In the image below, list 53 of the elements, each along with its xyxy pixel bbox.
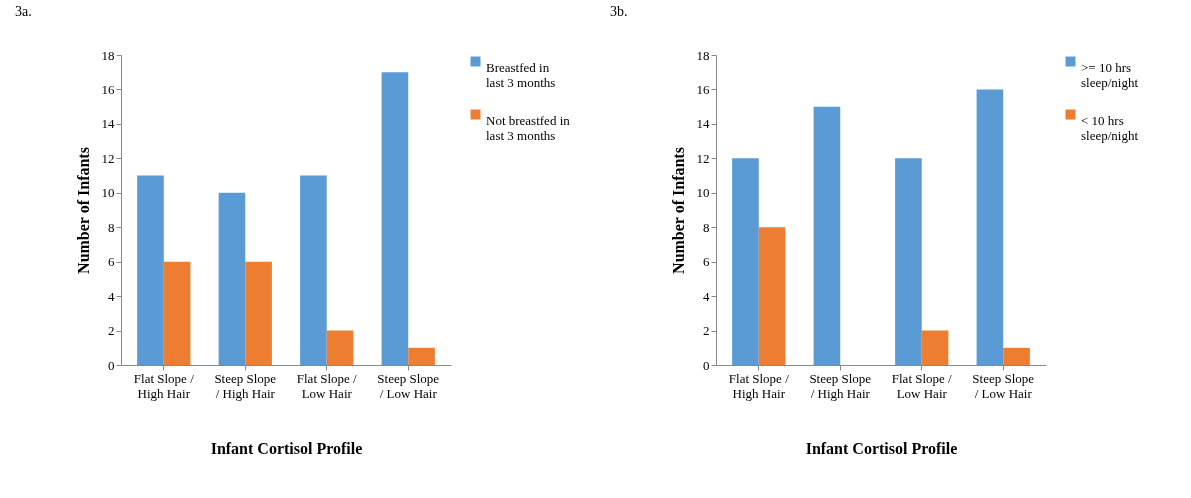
bar xyxy=(1003,347,1030,365)
y-tick-label: 2 xyxy=(703,323,710,339)
bar xyxy=(408,347,435,365)
y-axis-title: Number of Infants xyxy=(74,147,92,274)
y-tick-label: 2 xyxy=(108,323,115,339)
x-tick-label: Flat Slope / High Hair xyxy=(133,370,195,401)
y-tick-label: 10 xyxy=(696,185,710,201)
bar xyxy=(163,261,191,365)
x-tick-label: Flat Slope / Low Hair xyxy=(891,370,953,401)
x-axis-title: Infant Cortisol Profile xyxy=(210,439,363,457)
y-tick-label: 0 xyxy=(703,357,710,373)
x-tick-label: Steep Slope / Low Hair xyxy=(377,370,440,401)
bar xyxy=(245,261,272,365)
bar xyxy=(326,330,354,365)
legend-label: >= 10 hrs sleep/night xyxy=(1081,59,1139,90)
y-tick-label: 6 xyxy=(703,254,710,270)
y-tick-label: 16 xyxy=(696,81,710,97)
y-tick-label: 0 xyxy=(108,357,115,373)
y-tick-label: 18 xyxy=(696,47,710,63)
bar xyxy=(921,330,949,365)
bar xyxy=(218,192,246,365)
y-tick-label: 12 xyxy=(696,150,710,166)
y-tick-label: 12 xyxy=(101,150,115,166)
y-tick-label: 14 xyxy=(696,116,710,132)
bar xyxy=(137,175,164,365)
bar xyxy=(758,227,786,365)
bar xyxy=(895,158,922,365)
y-tick-label: 8 xyxy=(108,219,115,235)
legend-label: Not breastfed in last 3 months xyxy=(486,112,571,143)
x-axis-title: Infant Cortisol Profile xyxy=(805,439,958,457)
x-tick-label: Steep Slope / High Hair xyxy=(214,370,277,401)
y-tick-label: 6 xyxy=(108,254,115,270)
x-tick-label: Steep Slope / Low Hair xyxy=(972,370,1035,401)
bar xyxy=(381,72,409,365)
legend-label: Breastfed in last 3 months xyxy=(486,59,556,90)
y-tick-label: 14 xyxy=(101,116,115,132)
bar xyxy=(732,158,759,365)
bar xyxy=(813,106,841,365)
y-tick-label: 8 xyxy=(703,219,710,235)
legend-label: < 10 hrs sleep/night xyxy=(1081,112,1139,143)
y-tick-label: 18 xyxy=(101,47,115,63)
y-axis-title: Number of Infants xyxy=(669,147,687,274)
bar xyxy=(300,175,327,365)
y-tick-label: 16 xyxy=(101,81,115,97)
y-tick-label: 4 xyxy=(703,288,710,304)
chart-title: 3a. xyxy=(15,4,32,19)
y-tick-label: 10 xyxy=(101,185,115,201)
x-tick-label: Flat Slope / High Hair xyxy=(728,370,790,401)
y-tick-label: 4 xyxy=(108,288,115,304)
x-tick-label: Flat Slope / Low Hair xyxy=(296,370,358,401)
x-tick-label: Steep Slope / High Hair xyxy=(809,370,872,401)
bar xyxy=(976,89,1004,365)
chart-title: 3b. xyxy=(610,4,628,19)
